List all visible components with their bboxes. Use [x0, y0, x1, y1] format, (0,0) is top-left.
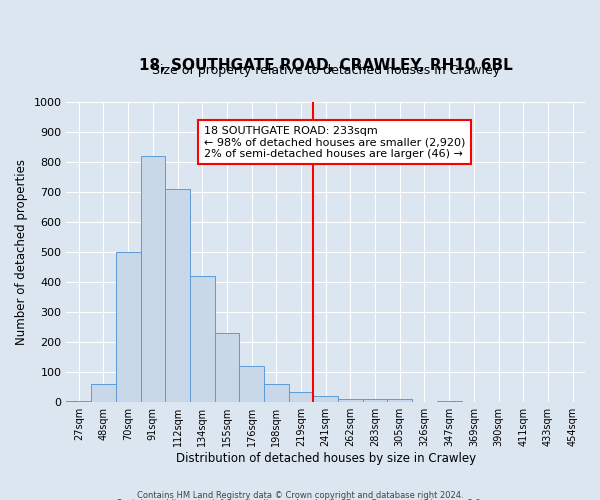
Bar [190, 276, 215, 402]
Bar [388, 399, 412, 402]
X-axis label: Distribution of detached houses by size in Crawley: Distribution of detached houses by size … [176, 452, 476, 465]
Title: Size of property relative to detached houses in Crawley: Size of property relative to detached ho… [152, 64, 500, 77]
Bar [67, 400, 91, 402]
Bar [363, 399, 388, 402]
Bar [239, 366, 264, 402]
Bar [140, 156, 165, 402]
Bar [91, 384, 116, 402]
Bar [437, 400, 461, 402]
Text: 18 SOUTHGATE ROAD: 233sqm
← 98% of detached houses are smaller (2,920)
2% of sem: 18 SOUTHGATE ROAD: 233sqm ← 98% of detac… [204, 126, 465, 159]
Bar [116, 252, 140, 402]
Bar [264, 384, 289, 402]
Text: 18, SOUTHGATE ROAD, CRAWLEY, RH10 6BL: 18, SOUTHGATE ROAD, CRAWLEY, RH10 6BL [139, 58, 512, 73]
Bar [289, 392, 313, 402]
Bar [215, 333, 239, 402]
Bar [165, 189, 190, 402]
Y-axis label: Number of detached properties: Number of detached properties [15, 159, 28, 345]
Bar [313, 396, 338, 402]
Text: Contains HM Land Registry data © Crown copyright and database right 2024.: Contains HM Land Registry data © Crown c… [137, 490, 463, 500]
Bar [338, 399, 363, 402]
